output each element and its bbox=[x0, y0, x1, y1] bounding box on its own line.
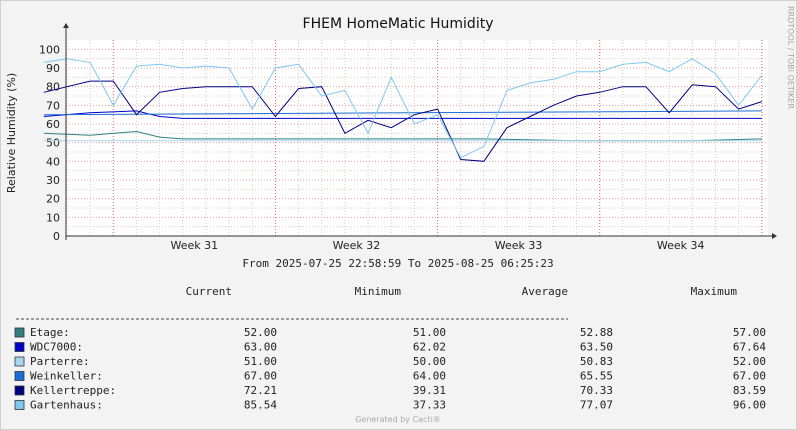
x-axis-arrow bbox=[772, 233, 777, 239]
y-axis-arrow bbox=[63, 23, 69, 28]
series-minimum: 37.33 bbox=[413, 399, 446, 412]
x-axis: Week 31 Week 32 Week 33 Week 34 bbox=[171, 239, 705, 252]
legend-row: Parterre: 51.00 50.00 50.83 52.00 bbox=[14, 355, 766, 368]
y-tick-label: 40 bbox=[46, 155, 60, 168]
x-tick-label: Week 34 bbox=[657, 239, 705, 252]
legend-rows: Etage: 52.00 51.00 52.88 57.00 WDC7000: 63.00 6… bbox=[14, 326, 766, 412]
y-tick-label: 0 bbox=[53, 230, 60, 243]
series-maximum: 67.64 bbox=[733, 341, 766, 354]
x-tick-label: Week 31 bbox=[171, 239, 219, 252]
series-maximum: 67.00 bbox=[733, 370, 766, 383]
grid bbox=[66, 40, 768, 236]
series-minimum: 51.00 bbox=[413, 326, 446, 339]
series-current: 67.00 bbox=[244, 370, 277, 383]
y-tick-label: 20 bbox=[46, 193, 60, 206]
legend-swatch bbox=[14, 356, 25, 367]
series-maximum: 52.00 bbox=[733, 355, 766, 368]
y-tick-label: 30 bbox=[46, 174, 60, 187]
series-average: 52.88 bbox=[580, 326, 613, 339]
chart-title: FHEM HomeMatic Humidity bbox=[303, 16, 494, 32]
series-current: 72.21 bbox=[244, 384, 277, 397]
series-lines bbox=[43, 58, 763, 162]
legend-swatch bbox=[14, 327, 25, 338]
series-maximum: 57.00 bbox=[733, 326, 766, 339]
header-maximum: Maximum bbox=[691, 285, 738, 298]
header-minimum: Minimum bbox=[355, 285, 402, 298]
series-minimum: 39.31 bbox=[413, 384, 446, 397]
legend-row: Kellertreppe: 72.21 39.31 70.33 83.59 bbox=[14, 384, 766, 397]
x-tick-label: Week 33 bbox=[495, 239, 543, 252]
series-average: 70.33 bbox=[580, 384, 613, 397]
series-average: 65.55 bbox=[580, 370, 613, 383]
series-average: 63.50 bbox=[580, 341, 613, 354]
legend-row: Weinkeller: 67.00 64.00 65.55 67.00 bbox=[14, 370, 766, 383]
legend-swatch bbox=[14, 371, 25, 381]
series-name: Gartenhaus: bbox=[30, 399, 103, 412]
series-name: WDC7000: bbox=[30, 341, 83, 354]
series-line bbox=[43, 58, 763, 159]
series-maximum: 96.00 bbox=[733, 399, 766, 412]
y-tick-label: 100 bbox=[39, 43, 60, 56]
y-tick-label: 70 bbox=[46, 99, 60, 112]
legend-row: Etage: 52.00 51.00 52.88 57.00 bbox=[14, 326, 766, 339]
axes bbox=[63, 23, 777, 240]
series-name: Weinkeller: bbox=[30, 370, 103, 383]
header-current: Current bbox=[186, 285, 232, 298]
series-average: 50.83 bbox=[580, 355, 613, 368]
date-range: From 2025-07-25 22:58:59 To 2025-08-25 0… bbox=[242, 257, 553, 270]
series-current: 52.00 bbox=[244, 326, 277, 339]
legend-table: Current Minimum Average Maximum Etage: 52… bbox=[14, 285, 766, 412]
series-minimum: 50.00 bbox=[413, 355, 446, 368]
series-line bbox=[43, 110, 762, 119]
series-current: 63.00 bbox=[244, 341, 277, 354]
header-average: Average bbox=[522, 285, 568, 298]
series-name: Kellertreppe: bbox=[30, 384, 116, 397]
legend-swatch bbox=[14, 385, 25, 396]
series-current: 85.54 bbox=[244, 399, 277, 412]
y-tick-label: 60 bbox=[46, 118, 60, 131]
x-tick-label: Week 32 bbox=[333, 239, 381, 252]
legend-row: WDC7000: 63.00 62.02 63.50 67.64 bbox=[14, 341, 766, 354]
series-average: 77.07 bbox=[580, 399, 613, 412]
side-watermark: RRDTOOL / TOBI OETIKER bbox=[786, 6, 795, 109]
series-name: Parterre: bbox=[30, 355, 90, 368]
series-line bbox=[43, 110, 762, 116]
footer-credit: Generated by Cacti® bbox=[355, 415, 441, 424]
series-current: 51.00 bbox=[244, 355, 277, 368]
plot-area bbox=[66, 40, 768, 236]
legend-swatch bbox=[14, 342, 25, 352]
legend-swatch bbox=[14, 400, 25, 410]
y-tick-label: 10 bbox=[46, 211, 60, 224]
y-tick-label: 50 bbox=[46, 137, 60, 150]
y-tick-label: 90 bbox=[46, 62, 60, 75]
series-line bbox=[43, 80, 762, 162]
legend-row: Gartenhaus: 85.54 37.33 77.07 96.00 bbox=[14, 399, 766, 412]
series-maximum: 83.59 bbox=[733, 384, 766, 397]
series-minimum: 64.00 bbox=[413, 370, 446, 383]
y-axis-label: Relative Humidity (%) bbox=[5, 73, 18, 193]
series-name: Etage: bbox=[30, 326, 70, 339]
series-minimum: 62.02 bbox=[413, 341, 446, 354]
